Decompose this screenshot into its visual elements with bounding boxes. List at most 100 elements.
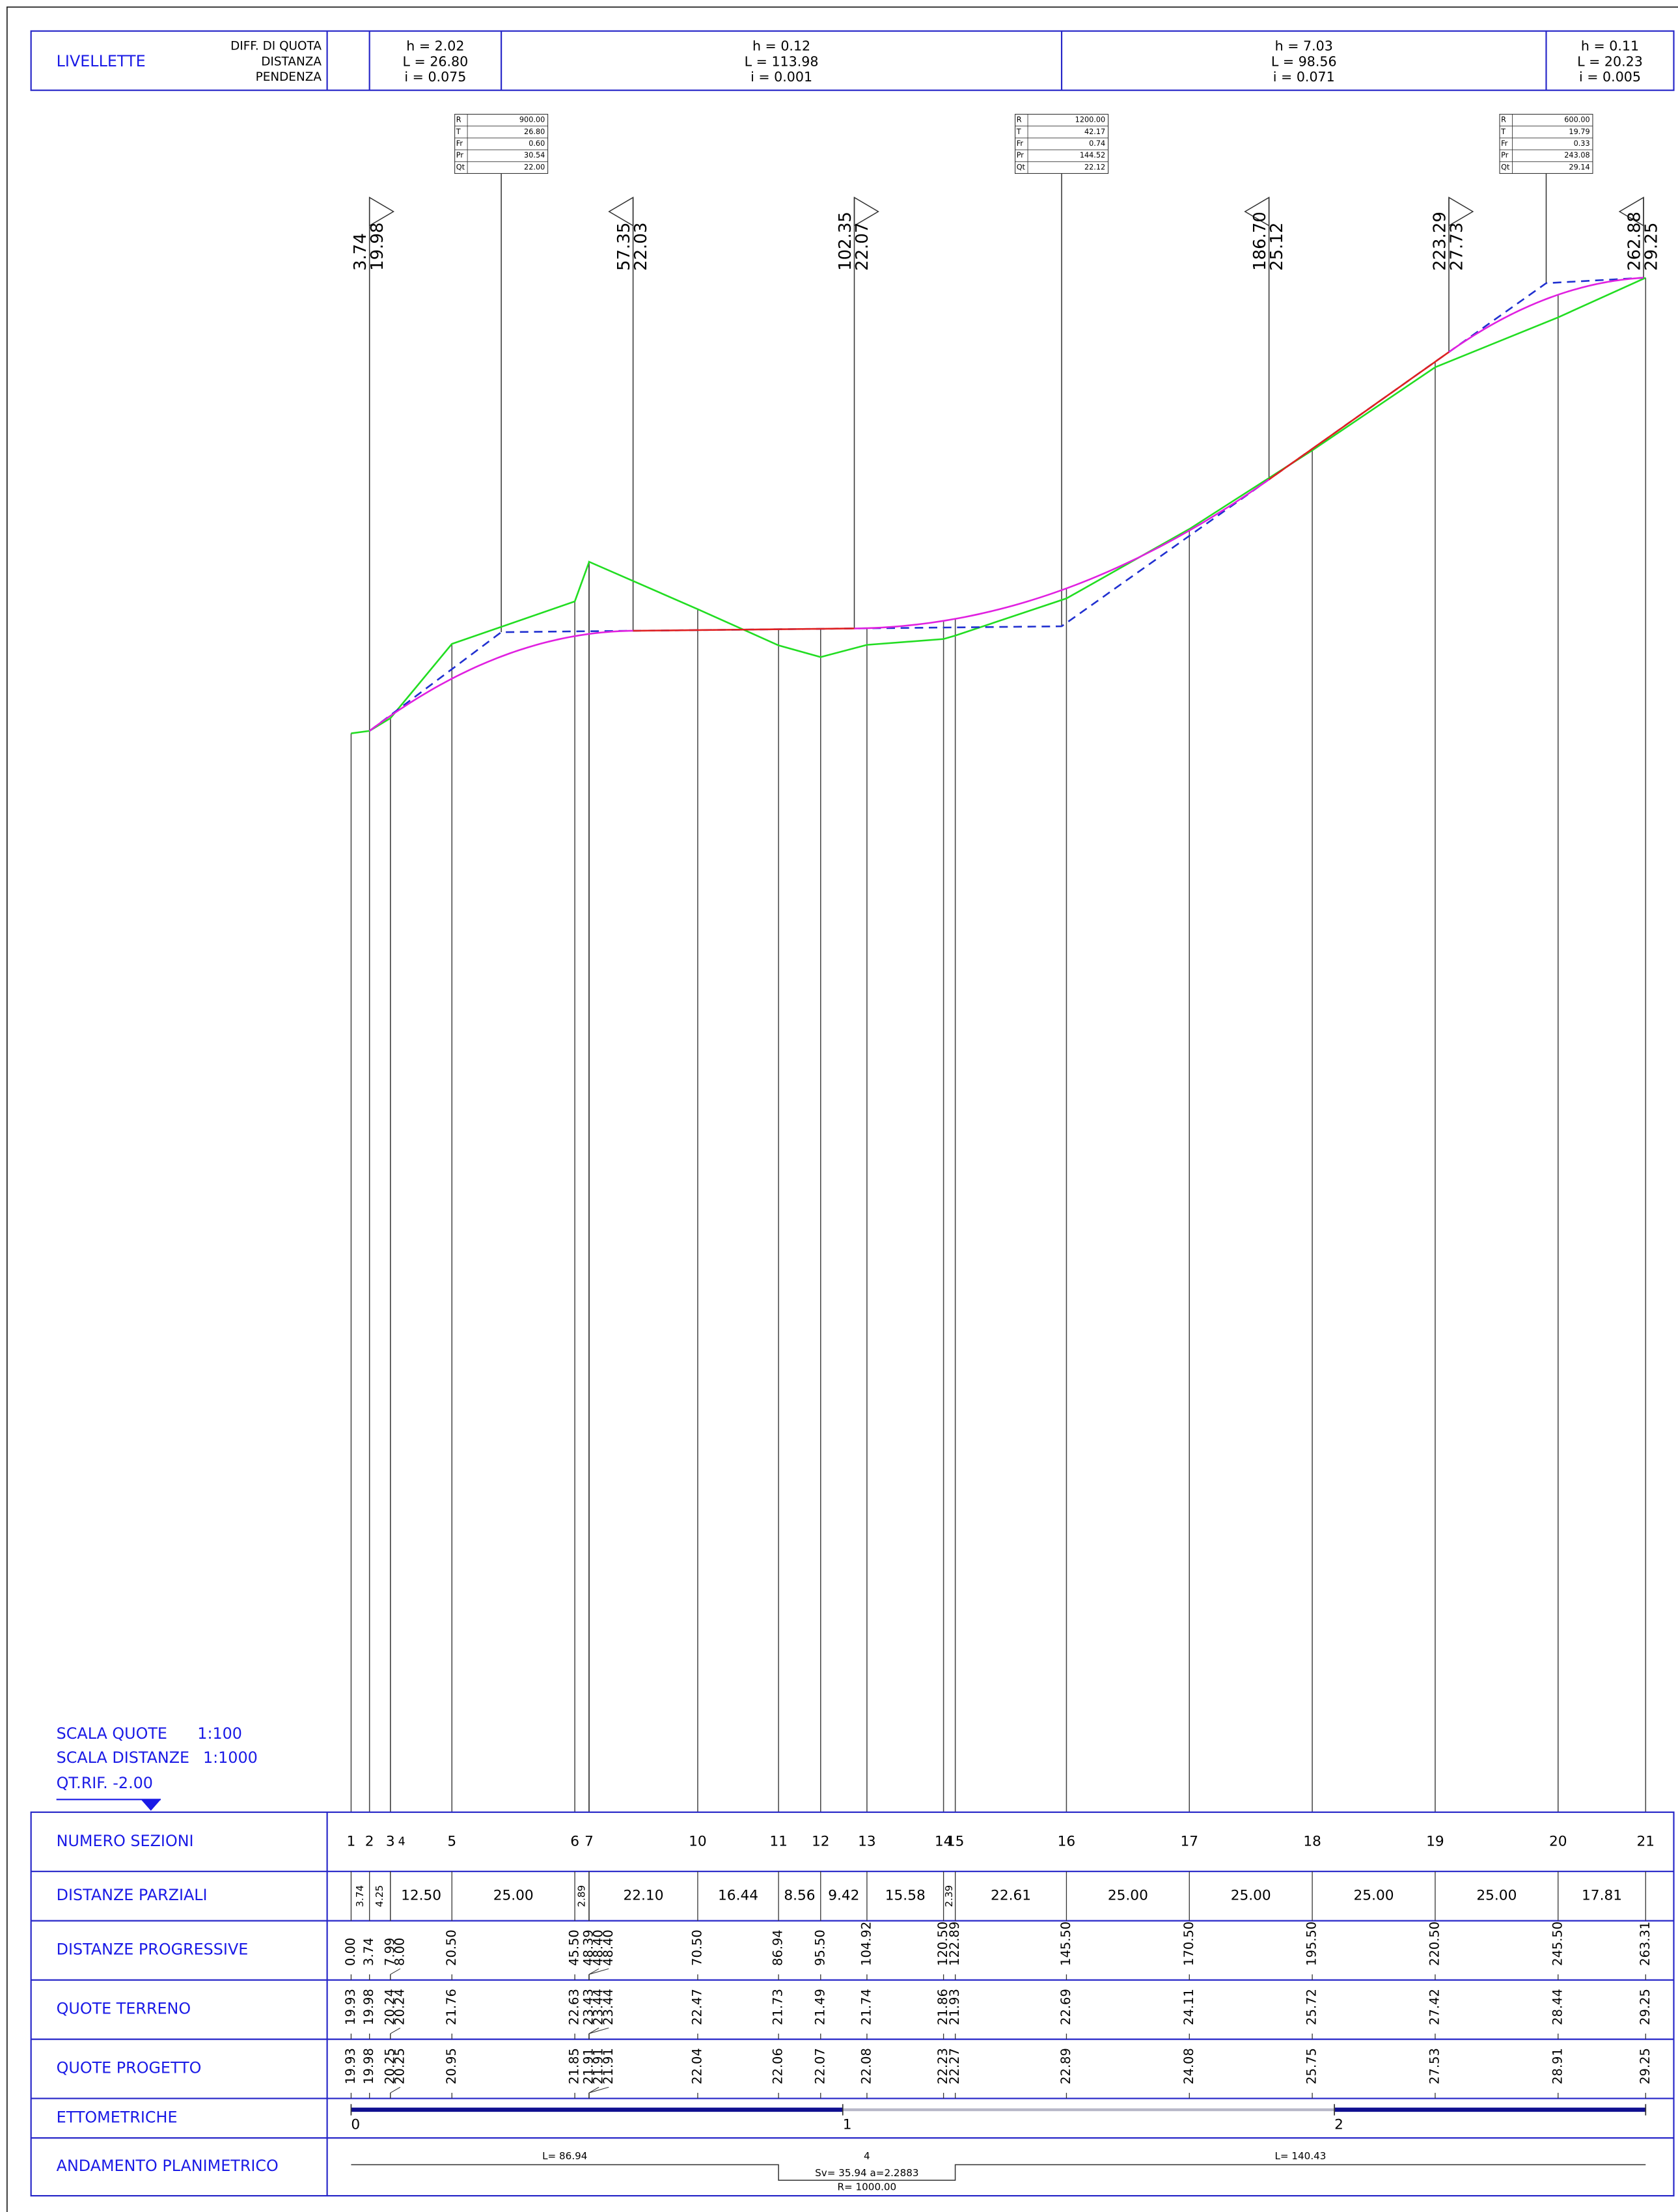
- value-leader: [390, 1968, 401, 1975]
- row-title: ETTOMETRICHE: [57, 2108, 178, 2126]
- curve-value: 1200.00: [1075, 116, 1106, 124]
- planimetric-length: L= 86.94: [542, 2150, 587, 2162]
- parziale: 25.00: [493, 1888, 534, 1904]
- segment-h: h = 7.03: [1275, 38, 1333, 54]
- ettometrica-label: 1: [843, 2117, 852, 2133]
- value-leader: [588, 2086, 599, 2094]
- curve-value: 22.00: [524, 163, 545, 171]
- scale-text: 1:1000: [203, 1749, 258, 1767]
- project-tangent: [633, 628, 855, 632]
- value-terreno: 25.72: [1304, 1989, 1319, 2025]
- marker-triangle: [368, 196, 395, 227]
- curve-value: 30.54: [524, 151, 545, 159]
- row-title: ANDAMENTO PLANIMETRICO: [57, 2157, 279, 2175]
- marker-quota: 25.12: [1267, 223, 1287, 271]
- value-progetto: 22.04: [689, 2048, 704, 2084]
- value-progetto: 20.25: [382, 2048, 397, 2084]
- grade-line: [368, 277, 1644, 732]
- curve-key: T: [456, 128, 461, 136]
- value-progressive: 48.40: [591, 1929, 606, 1966]
- curve-key: Qt: [456, 163, 465, 171]
- value-terreno: 21.49: [812, 1989, 827, 2025]
- segment-L: L = 26.80: [403, 53, 469, 69]
- section-number: 21: [1637, 1833, 1655, 1849]
- value-progressive: 8.00: [392, 1938, 407, 1966]
- value-leader: [588, 1968, 599, 1975]
- scale-triangle: [141, 1799, 161, 1811]
- curve-key: Fr: [1017, 139, 1024, 148]
- value-terreno: 28.44: [1550, 1989, 1565, 2025]
- row-title: DISTANZE PARZIALI: [57, 1886, 208, 1904]
- value-progetto: 21.91: [591, 2048, 606, 2084]
- header-title: LIVELLETTE: [57, 52, 146, 70]
- section-number: 7: [585, 1833, 594, 1849]
- scale-text: 1:100: [197, 1724, 242, 1743]
- marker-distance: 57.35: [614, 223, 634, 271]
- value-progetto: 25.75: [1304, 2048, 1319, 2084]
- value-progetto: 21.91: [581, 2048, 596, 2084]
- marker-distance: 262.88: [1625, 212, 1645, 271]
- value-terreno: 19.98: [361, 1989, 376, 2025]
- curve-value: 0.74: [1089, 139, 1105, 148]
- value-progressive: 45.50: [567, 1929, 582, 1966]
- curve-value: 19.79: [1569, 128, 1589, 136]
- segment-L: L = 20.23: [1577, 53, 1643, 69]
- curve-value: 22.12: [1084, 163, 1105, 171]
- marker-triangle: [1448, 196, 1474, 227]
- value-progetto: 24.08: [1181, 2048, 1196, 2084]
- segment-i: i = 0.075: [404, 69, 466, 85]
- scale-text: SCALA QUOTE: [57, 1724, 167, 1743]
- curve-box: [1499, 113, 1593, 174]
- value-progressive: 0.00: [343, 1938, 358, 1966]
- curve-box: [454, 113, 549, 174]
- scale-text: SCALA DISTANZE: [57, 1749, 189, 1767]
- value-progressive: 195.50: [1304, 1922, 1319, 1966]
- scale-text: QT.RIF. -2.00: [57, 1774, 153, 1792]
- value-terreno: 19.93: [343, 1989, 358, 2025]
- curve-value: 42.17: [1084, 128, 1105, 136]
- value-terreno: 21.74: [859, 1989, 873, 2025]
- section-number: 1: [347, 1833, 356, 1849]
- ettometrica-label: 2: [1334, 2117, 1343, 2133]
- marker-quota: 19.98: [368, 223, 387, 271]
- curve-value: 900.00: [519, 116, 545, 124]
- curve-key: Fr: [1501, 139, 1508, 148]
- ettometrica-label: 0: [351, 2117, 360, 2133]
- value-progetto: 22.89: [1058, 2048, 1073, 2084]
- value-terreno: 20.24: [382, 1989, 397, 2025]
- row-title: QUOTE TERRENO: [57, 2000, 191, 2018]
- curve-value: 26.80: [524, 128, 545, 136]
- value-progetto: 22.08: [859, 2048, 873, 2084]
- segment-h: h = 0.12: [752, 38, 810, 54]
- parziale: 25.00: [1476, 1888, 1517, 1904]
- curve-value: 0.60: [529, 139, 545, 148]
- project-curve: [1448, 277, 1644, 353]
- project-curve: [368, 629, 633, 732]
- marker-distance: 223.29: [1431, 212, 1450, 271]
- value-progetto: 27.53: [1427, 2048, 1442, 2084]
- section-number: 5: [447, 1833, 456, 1849]
- value-leader: [588, 2086, 609, 2094]
- section-number: 12: [812, 1833, 830, 1849]
- value-progetto: 20.25: [392, 2048, 407, 2084]
- value-progressive: 245.50: [1550, 1922, 1565, 1966]
- project-tangent: [1268, 351, 1450, 480]
- terrain-line: [351, 277, 1646, 734]
- value-terreno: 22.63: [567, 1989, 582, 2025]
- curve-key: R: [1017, 116, 1022, 124]
- value-progetto: 28.91: [1550, 2048, 1565, 2084]
- value-progressive: 86.94: [771, 1929, 786, 1966]
- curve-key: Fr: [456, 139, 463, 148]
- value-terreno: 21.93: [947, 1989, 962, 2025]
- section-number: 15: [946, 1833, 965, 1849]
- parziale: 2.39: [943, 1885, 955, 1907]
- parziale: 15.58: [885, 1888, 926, 1904]
- value-progetto: 19.98: [361, 2048, 376, 2084]
- planimetric-length: L= 140.43: [1274, 2150, 1326, 2162]
- parziale: 22.61: [991, 1888, 1031, 1904]
- page-frame: [6, 6, 1678, 2212]
- value-progetto: 20.95: [444, 2048, 459, 2084]
- row-title: NUMERO SEZIONI: [57, 1832, 194, 1850]
- marker-quota: 29.25: [1642, 223, 1662, 271]
